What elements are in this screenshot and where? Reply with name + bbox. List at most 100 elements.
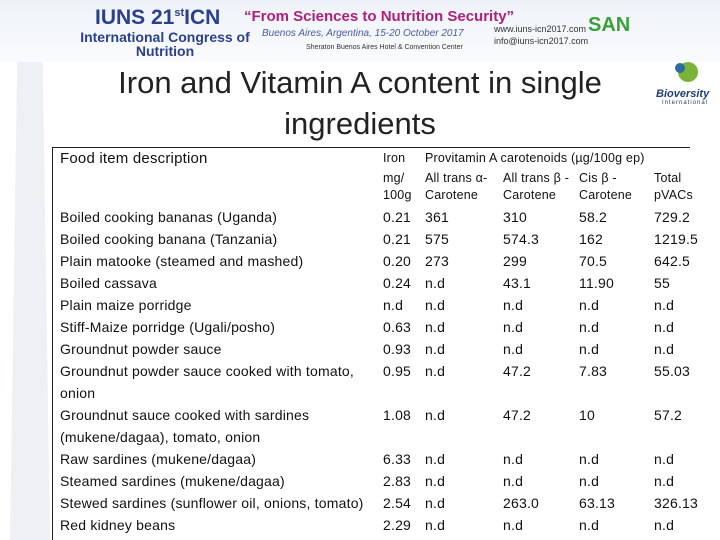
table-cell: 58.2 xyxy=(579,209,608,225)
table-cell: n.d xyxy=(654,517,675,533)
table-cell: n.d xyxy=(425,275,446,291)
table-cell: n.d xyxy=(654,341,675,357)
bioversity-icon xyxy=(675,62,698,82)
table-cell: 0.93 xyxy=(383,341,412,357)
rule xyxy=(52,147,690,148)
table-cell: 0.21 xyxy=(383,231,412,247)
table-cell: Steamed sardines (mukene/dagaa) xyxy=(60,473,285,489)
table-row: Boiled cooking banana (Tanzania) 0.21 575 5… xyxy=(56,228,708,250)
table-cell: Boiled cooking bananas (Uganda) xyxy=(60,209,278,225)
table-cell: n.d xyxy=(425,297,446,313)
table-cell: 574.3 xyxy=(503,231,540,247)
table-cell: 10 xyxy=(579,407,595,423)
table-cell: 2.83 xyxy=(383,473,412,489)
congress-a: IUNS 21 xyxy=(95,6,175,29)
title: Iron and Vitamin A content in single ing… xyxy=(118,65,602,141)
table-cell: n.d xyxy=(579,341,600,357)
header-cell: Food item description xyxy=(60,150,208,167)
table-cell: n.d xyxy=(425,517,446,533)
subheader-cell: Total pVACs xyxy=(654,171,693,202)
table-cell: Groundnut powder sauce xyxy=(60,341,222,357)
table-row: Plain maize porridge n.d n.d n.d n.d n.d xyxy=(56,294,708,316)
table-cell: 310 xyxy=(503,209,527,225)
table-row: Steamed sardines (mukene/dagaa) 2.83 n.d n.… xyxy=(56,470,708,492)
table-cell: 43.1 xyxy=(503,275,532,291)
table-cell: n.d xyxy=(503,341,524,357)
table-cell: n.d xyxy=(579,517,600,533)
banner: IUNS 21stICN International Congress of N… xyxy=(0,0,720,62)
rule xyxy=(52,147,53,540)
table-cell: 0.24 xyxy=(383,275,412,291)
subheader-cell: mg/ 100g xyxy=(383,171,412,202)
place-date: Buenos Aires, Argentina, 15-20 October 2… xyxy=(262,28,464,39)
subheader-row: mg/ 100g All trans α-Carotene All trans β … xyxy=(56,169,708,206)
table-cell: n.d xyxy=(425,319,446,335)
table-cell: 162 xyxy=(579,231,603,247)
table-cell: 729.2 xyxy=(654,209,691,225)
table-row: Boiled cooking bananas (Uganda) 0.21 361 31… xyxy=(56,206,708,228)
table-cell: 6.33 xyxy=(383,451,412,467)
table-cell: 11.90 xyxy=(579,275,614,291)
congress-sup: st xyxy=(174,7,185,19)
table-cell: Red kidney beans xyxy=(60,517,176,533)
table-cell: Groundnut powder sauce cooked with tomat… xyxy=(60,363,355,401)
congress-name: International Congress of Nutrition xyxy=(80,29,250,59)
header-row: Food item description Iron Provitamin A … xyxy=(56,147,708,169)
obelisk xyxy=(10,0,50,540)
table-cell: 299 xyxy=(503,253,527,269)
table-cell: 57.2 xyxy=(654,407,683,423)
table-cell: Boiled cooking banana (Tanzania) xyxy=(60,231,278,247)
table-cell: n.d xyxy=(579,473,600,489)
table-cell: n.d xyxy=(503,451,524,467)
table-cell: n.d xyxy=(503,297,524,313)
table-cell: n.d xyxy=(654,319,675,335)
table-cell: 0.20 xyxy=(383,253,412,269)
table-cell: 55 xyxy=(654,275,670,291)
table-cell: 47.2 xyxy=(503,363,532,379)
table-cell: 575 xyxy=(425,231,449,247)
logo-san: SAN xyxy=(588,14,631,36)
table-cell: Plain maize porridge xyxy=(60,297,192,313)
table-row: Groundnut powder sauce cooked with tomat… xyxy=(56,360,708,404)
table-cell: 1219.5 xyxy=(654,231,699,247)
venue: Sheraton Buenos Aires Hotel & Convention… xyxy=(306,44,463,51)
table-cell: n.d xyxy=(503,517,524,533)
subheader-cell: Cis β - Carotene xyxy=(579,171,633,202)
table-cell: Plain matooke (steamed and mashed) xyxy=(60,253,304,269)
table-cell: n.d xyxy=(503,473,524,489)
table-cell: n.d xyxy=(503,319,524,335)
table-row: Boiled cassava 0.24 n.d 43.1 11.90 55 xyxy=(56,272,708,294)
table-cell: 361 xyxy=(425,209,449,225)
table-cell: Boiled cassava xyxy=(60,275,157,291)
table-cell: 63.13 xyxy=(579,495,616,511)
table-cell: 273 xyxy=(425,253,449,269)
table-row: Raw sardines (mukene/dagaa) 6.33 n.d n.d n.d… xyxy=(56,448,708,470)
congress-b: ICN xyxy=(184,6,221,29)
table-cell: n.d xyxy=(425,495,446,511)
table-cell: 326.13 xyxy=(654,495,699,511)
table-cell: n.d xyxy=(425,407,446,423)
subheader-cell: All trans β - Carotene xyxy=(503,171,570,202)
email: info@iuns-icn2017.com xyxy=(494,36,589,46)
table-cell: Groundnut sauce cooked with sardines (mu… xyxy=(60,407,310,445)
table-row: Groundnut powder sauce 0.93 n.d n.d n.d n.d xyxy=(56,338,708,360)
table-cell: Raw sardines (mukene/dagaa) xyxy=(60,451,257,467)
table-cell: 642.5 xyxy=(654,253,691,269)
table-cell: n.d xyxy=(425,473,446,489)
table-cell: 263.0 xyxy=(503,495,540,511)
table-cell: n.d xyxy=(654,473,675,489)
table-cell: n.d xyxy=(579,319,600,335)
table-row: Groundnut sauce cooked with sardines (mu… xyxy=(56,404,708,448)
table-row: Stewed sardines (sunflower oil, onions, … xyxy=(56,492,708,514)
table-cell: 70.5 xyxy=(579,253,608,269)
congress: IUNS 21stICN xyxy=(95,6,220,30)
table: Food item description Iron Provitamin A … xyxy=(56,147,708,536)
table-cell: n.d xyxy=(383,297,404,313)
table-cell: n.d xyxy=(579,297,600,313)
table-row: Stiff-Maize porridge (Ugali/posho) 0.63 n.… xyxy=(56,316,708,338)
logo-bioversity-sub: International xyxy=(662,100,709,106)
table-cell: 0.95 xyxy=(383,363,412,379)
website: www.iuns-icn2017.com xyxy=(494,24,587,34)
table-cell: 2.29 xyxy=(383,517,412,533)
